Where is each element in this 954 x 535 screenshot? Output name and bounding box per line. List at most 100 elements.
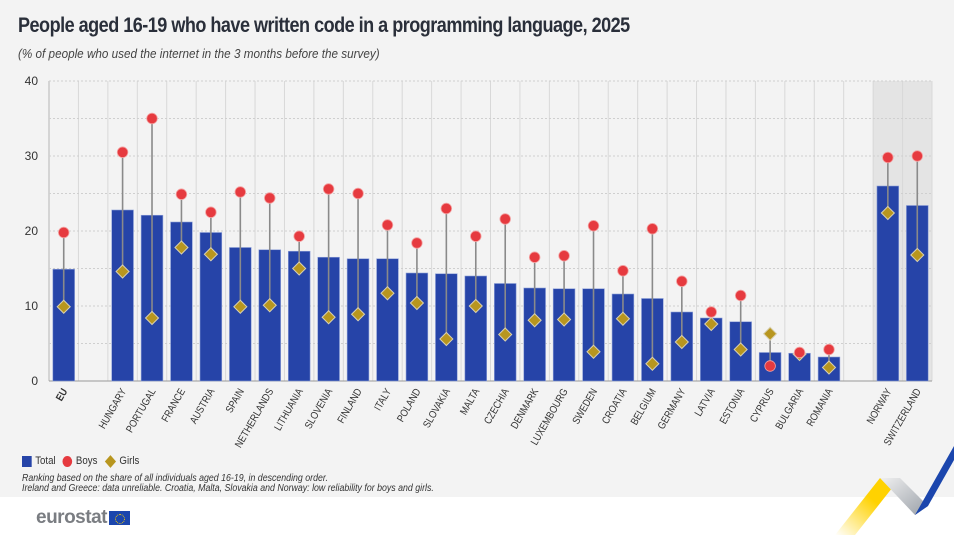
- point-boys: [234, 186, 247, 198]
- point-boys: [264, 192, 276, 204]
- point-girls: [498, 327, 513, 342]
- point-boys: [558, 250, 570, 262]
- yellow-ribbon: [835, 478, 900, 535]
- x-tick-label: PORTUGAL: [124, 386, 159, 435]
- point-girls: [56, 299, 71, 314]
- point-boys: [646, 223, 659, 235]
- point-boys: [58, 226, 70, 239]
- x-tick-label: ESTONIA: [718, 386, 748, 426]
- point-boys: [470, 230, 482, 242]
- point-girls: [645, 356, 660, 371]
- x-tick-label: SLOVAKIA: [421, 386, 453, 430]
- point-boys: [146, 112, 158, 125]
- x-tick-label: CYPRUS: [748, 386, 777, 425]
- x-tick-label: BELGIUM: [629, 387, 659, 428]
- point-girls: [203, 247, 219, 262]
- point-boys: [587, 220, 600, 232]
- x-tick-label: LITHUANIA: [272, 386, 306, 433]
- x-tick-label: FINLAND: [336, 387, 365, 426]
- point-girls: [144, 310, 160, 326]
- eurostat-logo: eurostat: [36, 507, 130, 529]
- x-tick-label: SLOVENIA: [303, 386, 336, 431]
- point-girls: [115, 264, 130, 279]
- point-boys: [116, 146, 129, 158]
- chart-subtitle: (% of people who used the internet in th…: [18, 46, 380, 61]
- point-boys: [322, 183, 335, 195]
- point-girls: [174, 240, 189, 255]
- point-boys: [499, 213, 511, 225]
- point-boys: [793, 346, 806, 359]
- point-girls: [291, 261, 307, 276]
- x-tick-label: FRANCE: [160, 386, 189, 424]
- legend-girls-label: Girls: [119, 455, 140, 467]
- x-tick-label: AUSTRIA: [188, 386, 218, 426]
- point-boys: [205, 206, 217, 218]
- point-boys: [823, 343, 835, 356]
- point-girls: [380, 286, 395, 301]
- x-tick-label: NORWAY: [865, 386, 895, 426]
- point-boys: [705, 306, 717, 318]
- x-tick-label: BULGARIA: [774, 386, 807, 431]
- point-girls: [556, 312, 572, 327]
- point-boys: [528, 251, 541, 263]
- x-tick-label: MALTA: [458, 386, 483, 417]
- point-boys: [617, 265, 629, 277]
- point-boys: [175, 188, 188, 200]
- point-boys: [676, 275, 688, 287]
- point-boys: [764, 360, 776, 372]
- footnote-reliability: Ireland and Greece: data unreliable. Cro…: [22, 483, 434, 494]
- point-girls: [321, 310, 336, 325]
- point-girls: [762, 326, 778, 341]
- point-girls: [527, 313, 542, 328]
- x-tick-label: CROATIA: [600, 386, 630, 426]
- point-girls: [350, 307, 366, 322]
- footnote-ranking: Ranking based on the share of all indivi…: [22, 473, 328, 484]
- point-girls: [674, 334, 690, 350]
- point-girls: [262, 298, 277, 313]
- point-boys: [911, 150, 923, 162]
- y-tick-label: 30: [25, 149, 39, 163]
- point-girls: [468, 298, 483, 314]
- point-girls: [439, 331, 454, 347]
- point-girls: [910, 247, 925, 263]
- y-tick-label: 0: [31, 374, 38, 388]
- point-girls: [233, 299, 248, 314]
- x-tick-label: EU: [54, 387, 70, 404]
- legend-boys-swatch: [62, 455, 73, 467]
- y-tick-label: 20: [25, 224, 39, 238]
- x-tick-label: SPAIN: [224, 387, 247, 416]
- chart-title: People aged 16-19 who have written code …: [18, 14, 630, 37]
- decorative-ribbon: [835, 446, 954, 535]
- point-boys: [352, 187, 364, 200]
- point-boys: [411, 237, 423, 249]
- x-tick-label: ITALY: [372, 386, 394, 413]
- point-boys: [882, 151, 894, 164]
- point-girls: [615, 311, 631, 326]
- x-tick-label: SWEDEN: [570, 387, 600, 427]
- point-girls: [880, 205, 896, 221]
- point-girls: [704, 316, 719, 332]
- point-girls: [821, 360, 837, 375]
- blue-ribbon: [915, 446, 954, 515]
- logo-text: eurostat: [36, 507, 107, 528]
- point-boys: [734, 289, 747, 302]
- x-tick-label: ROMANIA: [805, 386, 836, 428]
- x-tick-label: DENMARK: [509, 386, 542, 431]
- point-girls: [586, 344, 601, 359]
- x-tick-label: CZECHIA: [482, 386, 512, 426]
- legend-total-label: Total: [35, 455, 56, 467]
- x-tick-label: GERMANY: [656, 386, 689, 431]
- y-tick-label: 40: [25, 74, 39, 88]
- y-tick-label: 10: [25, 299, 39, 313]
- grey-ribbon: [880, 478, 928, 515]
- legend-total-swatch: [22, 455, 32, 467]
- eu-flag-icon: [108, 511, 130, 525]
- x-tick-label: HUNGARY: [97, 386, 130, 431]
- point-boys: [293, 230, 305, 242]
- point-boys: [381, 219, 394, 231]
- legend: Total Boys Girls: [22, 454, 140, 468]
- point-girls: [409, 295, 425, 311]
- point-girls: [733, 342, 748, 357]
- point-boys: [440, 202, 453, 215]
- legend-boys-label: Boys: [75, 455, 98, 467]
